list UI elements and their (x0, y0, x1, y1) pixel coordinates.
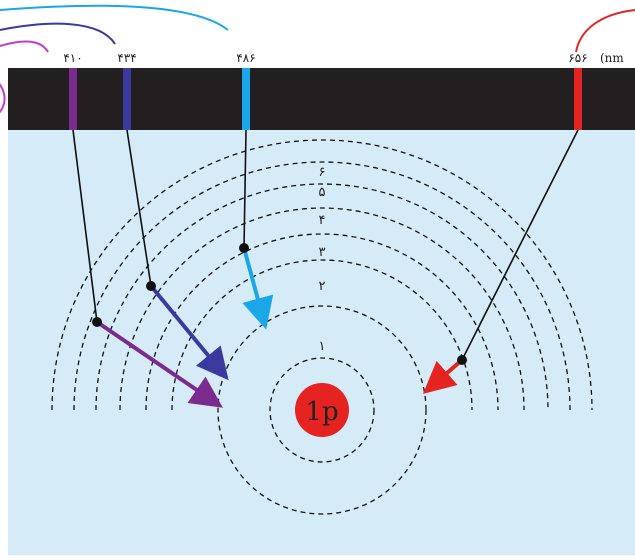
orbit-label-3: ۳ (319, 245, 326, 260)
orbit-1 (269, 357, 375, 463)
spectrum-band (8, 68, 635, 130)
orbit-6 (95, 183, 549, 411)
orbits (51, 139, 593, 515)
orbit-4 (145, 233, 499, 411)
orbit-label-1: ۱ (319, 339, 326, 354)
bracket-red (575, 9, 635, 53)
wavelength-label-410: ۴۱۰ (63, 51, 82, 65)
transition-arrow-656 (422, 358, 464, 394)
bracket-cyan (0, 4, 229, 31)
background-panel (8, 68, 635, 555)
wavelength-label-486: ۴۸۶ (236, 51, 255, 65)
orbit-3 (171, 259, 473, 411)
orbit-2 (217, 305, 427, 515)
bracket-violet-side (0, 83, 6, 114)
connector-434 (126, 129, 152, 287)
connector-410 (72, 129, 98, 323)
nucleus (295, 383, 349, 437)
wavelength-label-656: ۶۵۶ (568, 51, 587, 65)
bracket-violet (0, 40, 49, 53)
orbit-label-5: ۵ (319, 185, 326, 200)
bracket-indigo (0, 22, 116, 45)
spectral-line-486 (242, 68, 250, 130)
nucleus-label: 1p (305, 397, 338, 427)
junction-dot-434 (146, 281, 156, 291)
orbit-8 (51, 139, 593, 411)
transition-arrow-434 (149, 284, 229, 381)
wavelength-label-434: ۴۳۴ (117, 51, 136, 65)
spectral-line-656 (574, 68, 582, 130)
transition-arrow-410 (95, 320, 223, 408)
orbit-7 (73, 161, 571, 411)
orbit-label-2: ۲ (319, 279, 326, 294)
connectors (72, 129, 579, 361)
orbit-label-4: ۴ (319, 213, 326, 228)
junction-dot-656 (457, 355, 467, 365)
orbit-label-6: ۶ (319, 165, 326, 180)
junction-dot-410 (92, 317, 102, 327)
orbit-5 (119, 207, 525, 411)
junction-dot-486 (239, 243, 249, 253)
unit-label: (nm (600, 51, 624, 65)
transition-arrow-486 (242, 247, 274, 330)
spectral-line-410 (69, 68, 77, 130)
connector-656 (461, 129, 579, 361)
spectral-line-434 (123, 68, 131, 130)
connector-486 (243, 129, 247, 249)
